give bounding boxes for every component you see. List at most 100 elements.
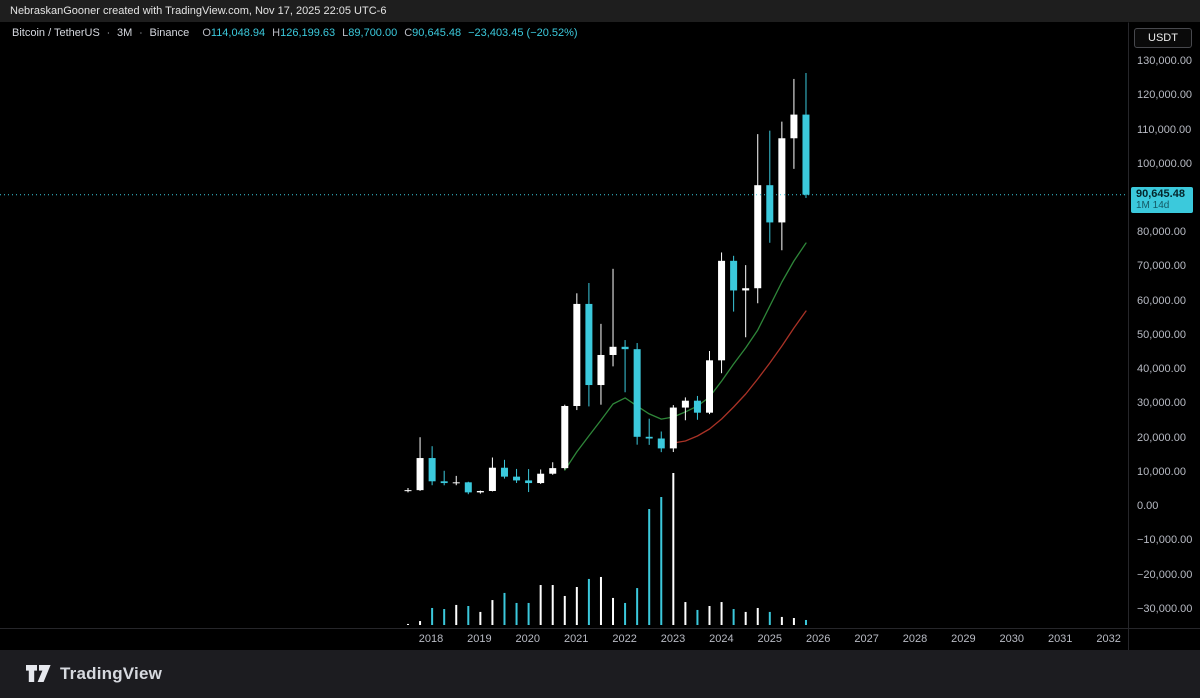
- volume-bar[interactable]: [467, 606, 470, 625]
- symbol-title[interactable]: Bitcoin / TetherUS: [12, 27, 100, 39]
- volume-bar[interactable]: [455, 604, 458, 625]
- tradingview-brand-text: TradingView: [60, 664, 163, 683]
- volume-bar[interactable]: [539, 585, 542, 625]
- candle[interactable]: [645, 436, 653, 439]
- tradingview-logo[interactable]: TradingView: [26, 664, 162, 684]
- candle[interactable]: [488, 467, 496, 491]
- candle[interactable]: [428, 458, 436, 482]
- candle[interactable]: [657, 438, 665, 449]
- candle[interactable]: [681, 400, 689, 408]
- volume-bar[interactable]: [515, 602, 518, 625]
- price-tick-label: −30,000.00: [1137, 602, 1193, 615]
- price-tick-label: 40,000.00: [1137, 363, 1186, 376]
- volume-bar[interactable]: [672, 473, 675, 625]
- volume-bar[interactable]: [563, 595, 566, 625]
- volume-bar[interactable]: [720, 602, 723, 625]
- currency-unit-button[interactable]: USDT: [1134, 28, 1192, 48]
- volume-bar[interactable]: [431, 607, 434, 625]
- candle[interactable]: [693, 400, 701, 413]
- candle[interactable]: [718, 260, 726, 361]
- volume-bar[interactable]: [756, 607, 759, 625]
- volume-bar[interactable]: [768, 611, 771, 625]
- year-tick-label: 2027: [854, 633, 879, 645]
- candle[interactable]: [754, 185, 762, 289]
- price-tick-label: 50,000.00: [1137, 328, 1186, 341]
- volume-bar[interactable]: [575, 587, 578, 625]
- candlestick-chart[interactable]: [0, 22, 1128, 628]
- volume-bar[interactable]: [648, 509, 651, 625]
- volume-bar[interactable]: [443, 609, 446, 625]
- close-letter: C: [404, 27, 413, 39]
- candle[interactable]: [440, 481, 448, 484]
- candle[interactable]: [609, 346, 617, 355]
- volume-bar[interactable]: [792, 618, 795, 625]
- volume-bar[interactable]: [612, 597, 615, 625]
- year-tick-label: 2023: [660, 633, 686, 645]
- ma-slow-line[interactable]: [672, 310, 807, 444]
- candle[interactable]: [416, 458, 424, 491]
- candle[interactable]: [742, 288, 750, 291]
- candle[interactable]: [404, 490, 412, 492]
- volume-bar[interactable]: [684, 602, 687, 625]
- volume-bar[interactable]: [780, 616, 783, 625]
- candle[interactable]: [706, 360, 713, 413]
- candle[interactable]: [597, 354, 605, 386]
- volume-bar[interactable]: [479, 611, 482, 625]
- price-tick-label: 30,000.00: [1137, 397, 1186, 410]
- open-value: 114,048.94: [210, 27, 266, 39]
- price-tick-label: 120,000.00: [1137, 89, 1193, 102]
- candle[interactable]: [766, 185, 774, 223]
- volume-bar[interactable]: [708, 606, 711, 625]
- volume-bar[interactable]: [407, 623, 409, 625]
- close-value: 90,645.48: [412, 27, 462, 39]
- volume-bar[interactable]: [599, 576, 602, 625]
- price-tick-label: 60,000.00: [1137, 294, 1186, 307]
- volume-bar[interactable]: [419, 621, 422, 625]
- price-tick-label: 100,000.00: [1137, 157, 1193, 170]
- last-price-value: 90,645.48: [1136, 187, 1185, 200]
- volume-bar[interactable]: [744, 611, 747, 625]
- volume-bar[interactable]: [624, 602, 627, 625]
- scale-corner-divider: [1128, 628, 1200, 629]
- candle[interactable]: [633, 349, 641, 437]
- volume-bar[interactable]: [636, 588, 639, 625]
- price-scale[interactable]: USDT 90,645.48 1M 14d 130,000.00 120,000.…: [1128, 22, 1200, 650]
- candle[interactable]: [513, 476, 521, 481]
- volume-bar[interactable]: [660, 497, 663, 625]
- footer-bar: TradingView: [0, 650, 1200, 698]
- candle[interactable]: [621, 346, 629, 350]
- candle[interactable]: [476, 490, 484, 493]
- candle[interactable]: [561, 405, 569, 469]
- candle[interactable]: [730, 260, 738, 291]
- candle[interactable]: [452, 482, 460, 484]
- year-tick-label: 2028: [902, 633, 928, 645]
- low-value: 89,700.00: [348, 27, 398, 39]
- volume-bar[interactable]: [527, 602, 530, 625]
- ohlc-readout: O114,048.94 H126,199.63 L89,700.00 C90,645.…: [202, 27, 577, 39]
- candle[interactable]: [802, 114, 810, 195]
- volume-bar[interactable]: [551, 585, 554, 625]
- candle[interactable]: [669, 407, 677, 449]
- legend-separator: ∙: [139, 27, 143, 39]
- candle[interactable]: [500, 467, 508, 477]
- volume-bar[interactable]: [491, 600, 494, 625]
- candle[interactable]: [573, 303, 581, 406]
- volume-bar[interactable]: [804, 619, 807, 625]
- volume-bar[interactable]: [696, 609, 699, 625]
- high-value: 126,199.63: [280, 27, 336, 39]
- candle[interactable]: [585, 303, 593, 386]
- volume-bar[interactable]: [732, 609, 735, 625]
- low-letter: L: [342, 27, 349, 39]
- candle[interactable]: [537, 473, 545, 484]
- interval-label[interactable]: 3M: [117, 27, 133, 39]
- open-letter: O: [202, 27, 211, 39]
- volume-bar[interactable]: [587, 578, 590, 625]
- candle[interactable]: [549, 468, 557, 474]
- time-scale[interactable]: 2018 2019 2020 2021 2022 2023 2024 2025 2026 2027…: [0, 628, 1128, 650]
- candle[interactable]: [790, 114, 798, 139]
- volume-bar[interactable]: [503, 592, 506, 625]
- candle[interactable]: [778, 138, 786, 223]
- candle[interactable]: [525, 480, 533, 484]
- candle[interactable]: [464, 482, 472, 493]
- year-tick-label: 2026: [805, 633, 831, 645]
